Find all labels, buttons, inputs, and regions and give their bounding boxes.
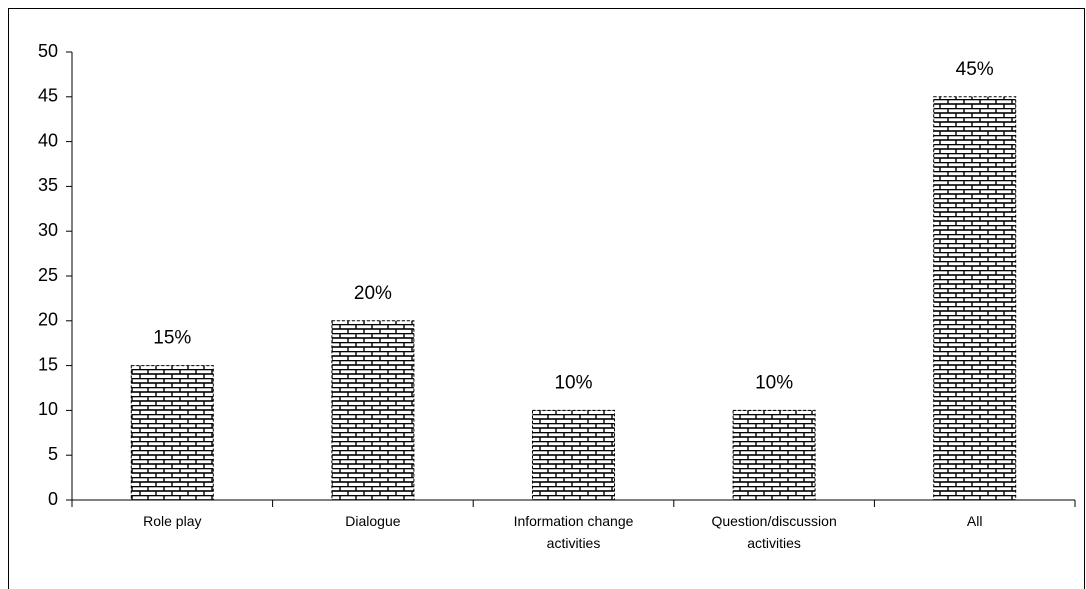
y-tick-label: 50 (38, 41, 58, 61)
x-tick-label: All (966, 513, 983, 529)
x-tick-label-box: Information change activities (513, 513, 634, 551)
y-tick-label: 15 (38, 354, 58, 374)
y-tick-label: 40 (38, 130, 58, 150)
value-label: 45% (956, 59, 994, 80)
y-tick-label: 30 (38, 220, 58, 240)
x-tick-label: Dialogue (345, 513, 401, 529)
x-tick-label: Role play (143, 513, 202, 529)
bar (130, 365, 214, 501)
y-tick-label: 20 (38, 310, 58, 330)
y-tick-label: 25 (38, 265, 58, 285)
x-tick-label: Question/discussion activities (711, 513, 837, 551)
x-tick-label: Information change activities (513, 513, 634, 551)
value-label: 15% (153, 328, 191, 349)
bar (532, 409, 615, 501)
value-label: 20% (354, 283, 392, 304)
value-label: 10% (554, 372, 592, 393)
y-tick-label: 5 (48, 444, 58, 464)
x-tick-label-box: Question/discussion activities (711, 513, 837, 551)
bar (933, 96, 1017, 501)
y-tick-label: 45 (38, 86, 58, 106)
value-label: 10% (755, 372, 793, 393)
bar (732, 409, 816, 501)
x-tick-label-box: All (966, 513, 983, 529)
x-tick-label-box: Dialogue (345, 513, 401, 529)
y-tick-label: 35 (38, 175, 58, 195)
x-tick-label-box: Role play (143, 513, 202, 529)
chart-frame (8, 8, 1085, 589)
bar (331, 320, 415, 501)
y-tick-label: 0 (48, 489, 58, 509)
y-tick-label: 10 (38, 399, 58, 419)
